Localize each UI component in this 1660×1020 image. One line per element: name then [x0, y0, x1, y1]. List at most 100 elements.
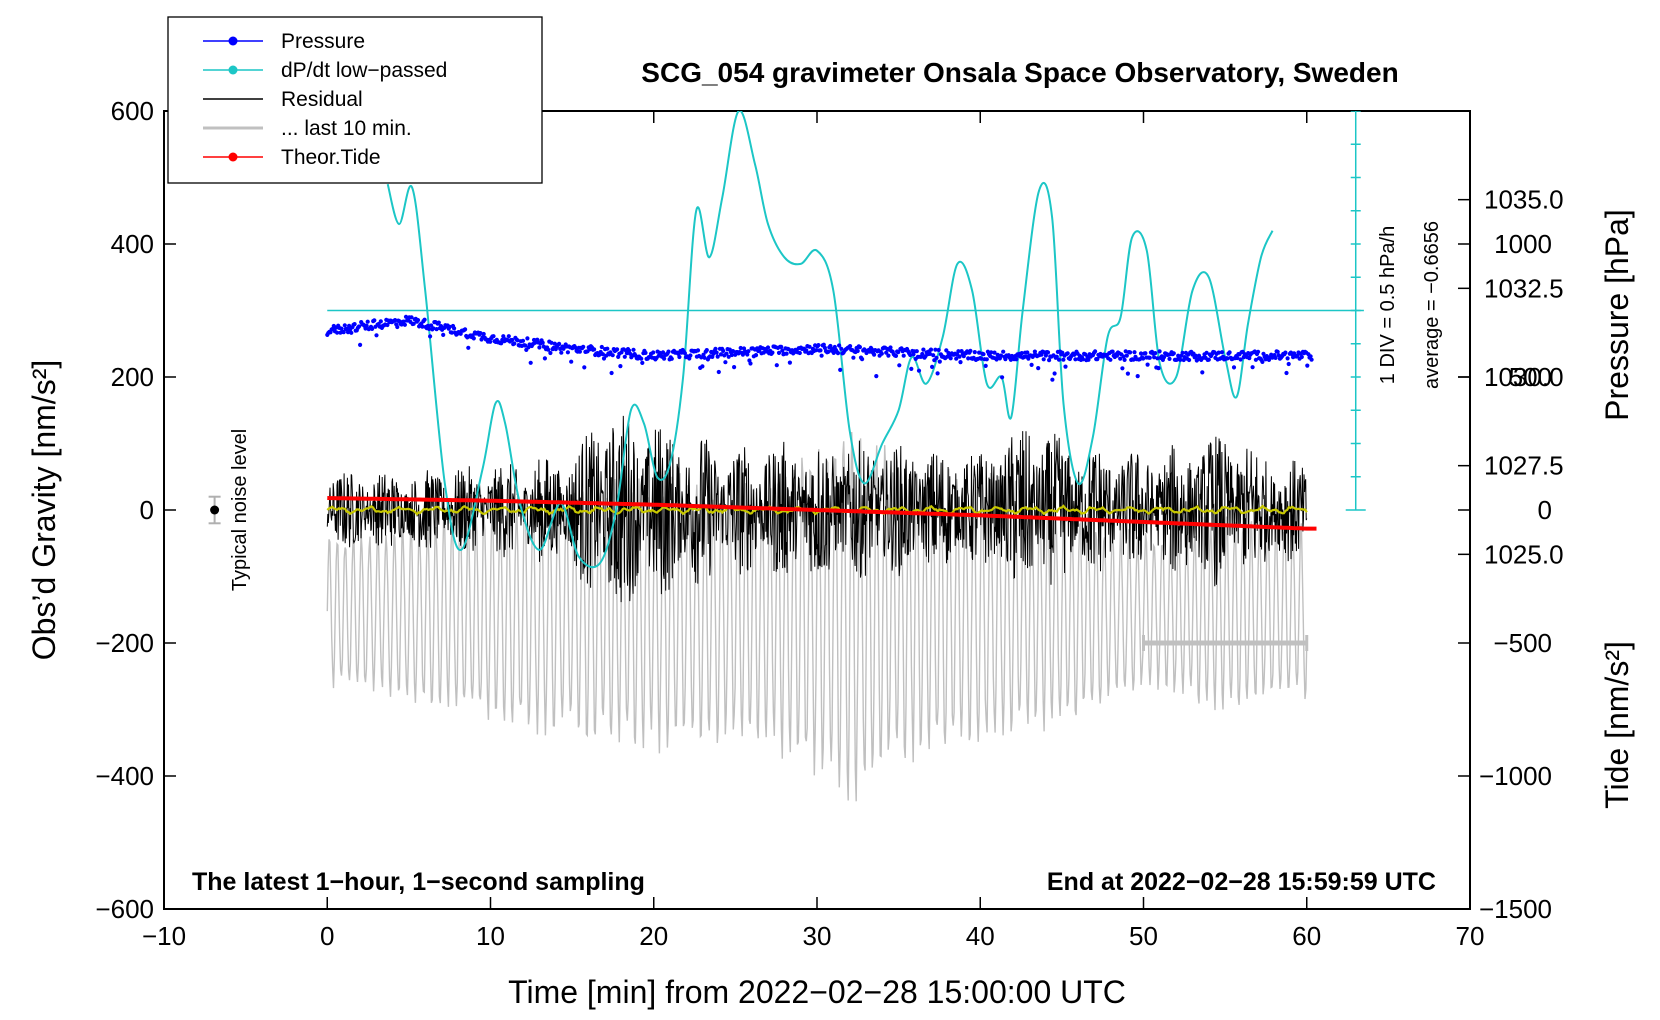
pressure-point [662, 356, 667, 361]
pressure-point [886, 353, 891, 358]
pressure-point [401, 319, 406, 324]
pressure-point [928, 347, 934, 352]
pressure-point [631, 347, 636, 352]
pressure-point [729, 352, 735, 358]
pressure-point [403, 314, 409, 319]
pressure-point [779, 344, 784, 349]
pressure-point [1056, 357, 1062, 362]
legend-label-1: dP/dt low−passed [281, 59, 447, 82]
pressure-point [577, 349, 583, 354]
pressure-axis-title: Pressure [hPa] [1599, 209, 1635, 421]
pressure-point [523, 343, 528, 348]
pressure-point [682, 351, 688, 356]
residual-smoothed-line [326, 504, 1308, 516]
tide-tick-label-3: −500 [1493, 628, 1552, 658]
x-tick-label-3: 20 [639, 921, 668, 951]
pressure-point [1161, 355, 1167, 360]
pressure-point [718, 352, 724, 357]
pressure-point [1308, 354, 1313, 359]
pressure-point [765, 345, 771, 350]
pressure-point [839, 346, 844, 351]
x-tick-label-6: 50 [1129, 921, 1158, 951]
pressure-point [1001, 349, 1006, 354]
pressure-point [819, 353, 824, 358]
pressure-point [1120, 366, 1125, 371]
y-tick-label-3: 0 [140, 495, 154, 525]
latest-note: The latest 1−hour, 1−second sampling [192, 868, 645, 896]
pressure-point [1225, 356, 1230, 361]
pressure-point [715, 354, 720, 359]
pressure-point [1045, 350, 1051, 355]
pressure-point [1250, 365, 1255, 370]
y-tick-label-2: 200 [111, 362, 154, 392]
pressure-point [1060, 350, 1065, 355]
pressure-point [509, 337, 515, 343]
x-axis-title: Time [min] from 2022−02−28 15:00:00 UTC [508, 974, 1126, 1010]
pressure-point [557, 341, 562, 346]
pressure-point [1219, 350, 1225, 355]
pressure-point [931, 353, 936, 358]
pressure-point [1200, 370, 1205, 375]
pressure-point [1153, 351, 1158, 356]
tide-axis-title: Tide [nm/s²] [1599, 641, 1635, 809]
pressure-point [1187, 357, 1192, 363]
pressure-point [364, 323, 369, 328]
pressure-point [814, 348, 819, 353]
pressure-point [914, 349, 919, 354]
pressure-point [1299, 354, 1304, 360]
pressure-point [1041, 357, 1046, 362]
pressure-point [738, 345, 743, 351]
pressure-point [1025, 350, 1030, 355]
pressure-point [341, 330, 346, 335]
pressure-point [954, 356, 959, 361]
pressure-point [724, 351, 729, 356]
pressure-point [992, 350, 997, 355]
pressure-point [1123, 349, 1128, 354]
pressure-point [855, 348, 860, 354]
theoretical-tide-line [327, 496, 1317, 531]
legend-label-0: Pressure [281, 30, 365, 53]
pressure-point [409, 315, 414, 320]
pressure-point [821, 342, 826, 347]
pressure-point [837, 343, 842, 348]
pressure-point [370, 326, 375, 331]
pressure-point [666, 349, 671, 354]
pressure-point [605, 346, 610, 351]
tide-line [327, 496, 1317, 531]
pressure-point [1141, 356, 1146, 361]
pressure-point [1152, 355, 1157, 360]
pressure-point [537, 345, 542, 350]
pressure-point [608, 350, 613, 355]
pressure-point [565, 350, 571, 355]
tide-tick-label-1: 500 [1509, 362, 1552, 392]
pressure-point [1029, 362, 1034, 367]
pressure-point [1231, 365, 1237, 370]
pressure-point [957, 354, 962, 359]
pressure-point [780, 348, 785, 353]
pressure-point [1180, 350, 1185, 355]
x-axis-ticks: −10 0 10 20 30 40 50 60 70 [142, 111, 1484, 951]
pressure-point [349, 330, 354, 335]
pressure-point [977, 350, 982, 355]
dpdt-line [386, 111, 1274, 569]
pressure-point [569, 359, 574, 364]
y-tick-label-1: 400 [111, 229, 154, 259]
pressure-point [1309, 357, 1314, 362]
pressure-point [835, 351, 841, 356]
pressure-point [600, 352, 606, 357]
pressure-point [677, 354, 682, 360]
pressure-point [1065, 351, 1070, 356]
pressure-point [1204, 350, 1209, 355]
pressure-point [491, 334, 496, 339]
pressure-point [989, 350, 994, 355]
pressure-tick-label-2: 1030.0 [1484, 362, 1564, 392]
pressure-point [643, 350, 648, 355]
pressure-point [622, 354, 627, 359]
y-axis-left-ticks: 600 400 200 0 −200 −400 −600 [95, 96, 176, 924]
dpdt-scale-bar [1345, 111, 1366, 511]
average-note: average = −0.6656 [1421, 221, 1443, 389]
pressure-points [325, 314, 1314, 382]
pressure-point [1128, 350, 1133, 355]
pressure-point [393, 318, 398, 323]
pressure-point [481, 331, 486, 337]
